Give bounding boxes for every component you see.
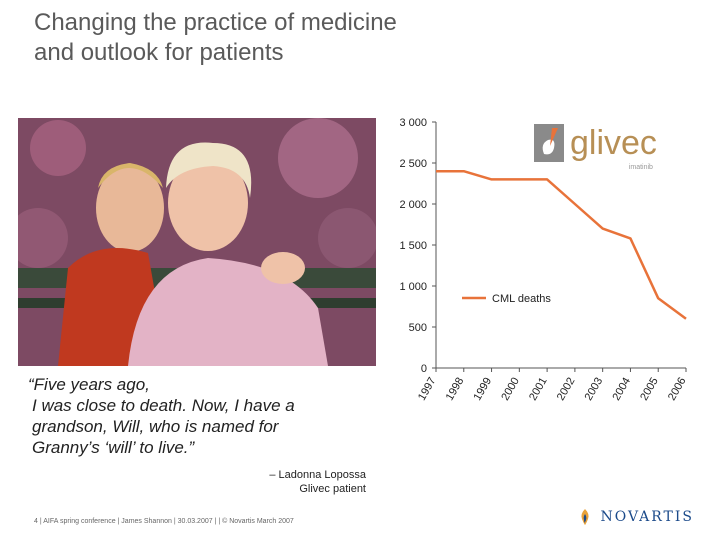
novartis-wordmark: NOVARTIS: [600, 509, 694, 525]
quote-line-4: Granny’s ‘will’ to live.”: [32, 438, 195, 457]
novartis-logo: NOVARTIS: [576, 508, 694, 526]
patient-photo: [18, 118, 376, 366]
x-tick-label: 1999: [472, 376, 495, 403]
x-tick-label: 1997: [416, 376, 439, 403]
x-tick-label: 2002: [555, 376, 578, 403]
slide-title: Changing the practice of medicine and ou…: [34, 8, 534, 68]
cml-deaths-chart: 0 500 1 000 1 500 2 000 2 500 3 000 1997 1998 199…: [399, 117, 688, 403]
y-tick-label: 3 000: [399, 117, 427, 129]
glivec-mark-icon: [534, 124, 564, 162]
y-tick-label: 500: [409, 322, 427, 334]
patient-photo-illustration: [18, 118, 376, 366]
slide-title-line-2: and outlook for patients: [34, 39, 284, 66]
glivec-logo: glivec imatinib: [534, 124, 657, 171]
y-tick-label: 1 500: [399, 240, 427, 252]
y-tick-label: 1 000: [399, 281, 427, 293]
chart-series: [435, 169, 687, 320]
y-tick-label: 0: [421, 363, 427, 375]
quote-line-2: I was close to death. Now, I have a: [32, 396, 295, 415]
patient-quote: “Five years ago, I was close to death. N…: [28, 374, 378, 458]
x-tick-label: 2000: [499, 376, 522, 403]
x-tick-label: 1998: [444, 376, 467, 403]
attribution-name: – Ladonna Lopossa: [269, 469, 366, 481]
glivec-subtitle: imatinib: [628, 164, 653, 171]
chart-legend: CML deaths: [462, 293, 551, 305]
novartis-flame-icon: [581, 509, 590, 525]
glivec-wordmark: glivec: [570, 124, 657, 162]
x-tick-label: 2004: [610, 376, 633, 403]
slide-title-line-1: Changing the practice of medicine: [34, 9, 397, 36]
quote-line-1: “Five years ago,: [28, 375, 150, 394]
quote-line-3: grandson, Will, who is named for: [32, 417, 279, 436]
quote-attribution: – Ladonna Lopossa Glivec patient: [200, 468, 366, 496]
slide-footer: 4 | AIFA spring conference | James Shann…: [34, 518, 294, 525]
legend-label: CML deaths: [492, 293, 551, 305]
x-tick-label: 2001: [527, 376, 550, 403]
x-tick-label: 2006: [666, 376, 689, 403]
series-line-cml-deaths: [436, 169, 687, 320]
x-tick-label: 2003: [583, 376, 606, 403]
y-tick-label: 2 500: [399, 158, 427, 170]
y-tick-label: 2 000: [399, 199, 427, 211]
chart-axes: 0 500 1 000 1 500 2 000 2 500 3 000 1997 1998 199…: [399, 117, 688, 403]
x-tick-label: 2005: [638, 376, 661, 403]
attribution-role: Glivec patient: [299, 483, 366, 495]
